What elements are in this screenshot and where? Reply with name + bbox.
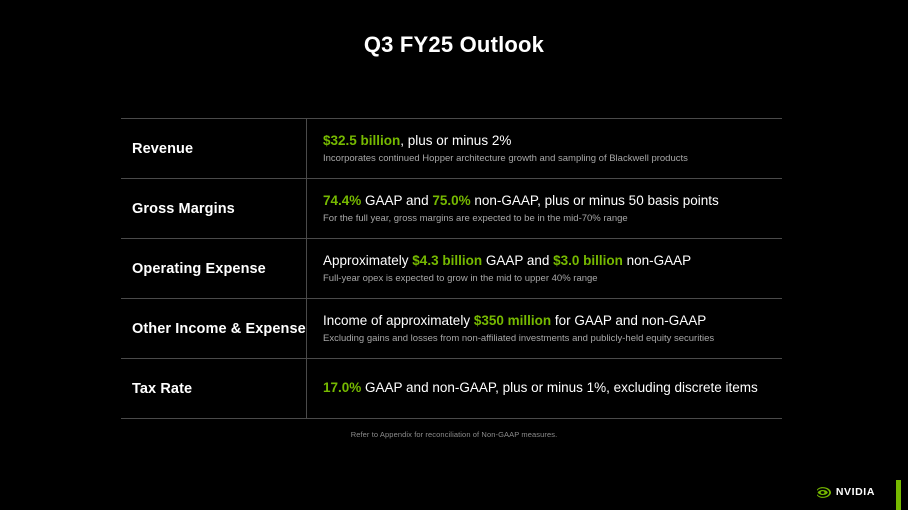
nvidia-wordmark: NVIDIA (835, 486, 875, 499)
row-label-cell: Revenue (121, 119, 307, 178)
table-row: Other Income & Expense Income of approxim… (121, 299, 782, 359)
row-label: Revenue (132, 140, 194, 157)
row-label-cell: Other Income & Expense (121, 299, 307, 358)
footnote: Refer to Appendix for reconciliation of … (350, 430, 558, 439)
row-value-cell: $32.5 billion, plus or minus 2% Incorpora… (307, 119, 782, 178)
row-value-main: $32.5 billion, plus or minus 2% (323, 132, 782, 150)
value-text: Income of approximately (323, 312, 474, 328)
row-label: Tax Rate (132, 380, 193, 397)
row-label: Operating Expense (132, 260, 266, 277)
row-label: Other Income & Expense (132, 320, 306, 337)
page-title: Q3 FY25 Outlook (363, 32, 545, 57)
row-label-cell: Operating Expense (121, 239, 307, 298)
row-value-cell: 17.0% GAAP and non-GAAP, plus or minus 1… (307, 359, 782, 418)
value-text: GAAP and (482, 252, 554, 268)
value-highlight: $350 million (473, 312, 552, 328)
table-row: Tax Rate 17.0% GAAP and non-GAAP, plus or… (121, 359, 782, 419)
row-value-cell: 74.4% GAAP and 75.0% non-GAAP, plus or m… (307, 179, 782, 238)
value-text: GAAP and (361, 192, 433, 208)
row-value-sub: For the full year, gross margins are exp… (323, 212, 628, 224)
nvidia-eye-icon (816, 487, 831, 498)
value-highlight: $32.5 billion (323, 132, 401, 148)
value-text: non-GAAP (622, 252, 692, 268)
value-text: Approximately (323, 252, 413, 268)
row-value-sub: Excluding gains and losses from non-affi… (323, 332, 715, 344)
table-row: Revenue $32.5 billion, plus or minus 2% In… (121, 119, 782, 179)
value-text: for GAAP and non-GAAP (551, 312, 707, 328)
row-label-cell: Tax Rate (121, 359, 307, 418)
value-highlight: 74.4% (323, 192, 362, 208)
row-value-cell: Approximately $4.3 billion GAAP and $3.0… (307, 239, 782, 298)
value-text: , plus or minus 2% (400, 132, 512, 148)
row-value-main: 17.0% GAAP and non-GAAP, plus or minus 1… (323, 379, 782, 397)
row-label-cell: Gross Margins (121, 179, 307, 238)
outlook-table: Revenue $32.5 billion, plus or minus 2% In… (121, 118, 782, 419)
row-value-sub: Full-year opex is expected to grow in th… (323, 272, 598, 284)
row-value-sub: Incorporates continued Hopper architectu… (323, 152, 688, 164)
table-row: Operating Expense Approximately $4.3 bill… (121, 239, 782, 299)
value-highlight: 17.0% (323, 380, 362, 396)
row-value-main: Income of approximately $350 million for… (323, 312, 782, 330)
nvidia-logo: NVIDIA (816, 486, 875, 499)
value-highlight: $4.3 billion (412, 252, 483, 268)
row-label: Gross Margins (132, 200, 235, 217)
table-row: Gross Margins 74.4% GAAP and 75.0% non-GA… (121, 179, 782, 239)
row-value-main: Approximately $4.3 billion GAAP and $3.0… (323, 252, 782, 270)
row-value-main: 74.4% GAAP and 75.0% non-GAAP, plus or m… (323, 192, 782, 210)
accent-bar (896, 480, 901, 510)
value-highlight: $3.0 billion (553, 252, 623, 268)
value-highlight: 75.0% (432, 192, 471, 208)
row-value-cell: Income of approximately $350 million for… (307, 299, 782, 358)
value-text: non-GAAP, plus or minus 50 basis points (470, 192, 719, 208)
value-text: GAAP and non-GAAP, plus or minus 1%, exc… (361, 380, 758, 396)
